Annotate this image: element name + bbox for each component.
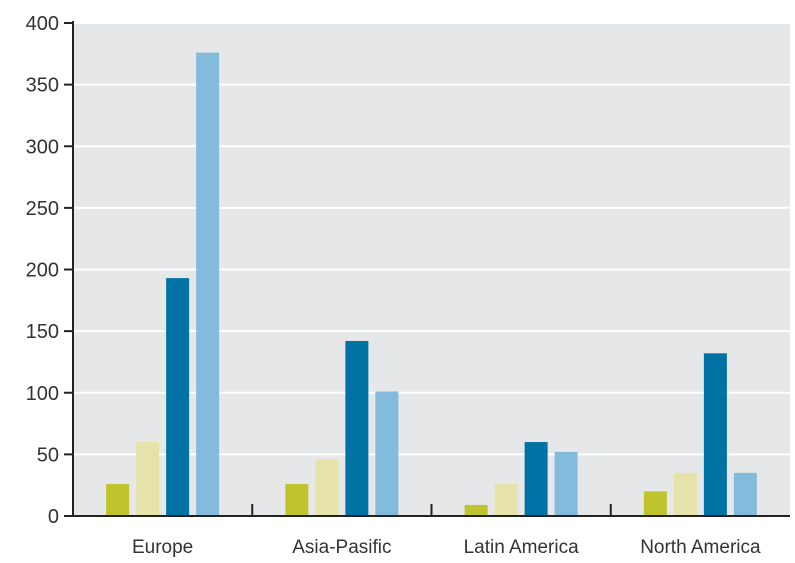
bar-4-europe: [196, 52, 220, 516]
x-tick-labels: Europe Asia-Pasific Latin America North Ame…: [132, 537, 761, 558]
bar-3-europe: [166, 278, 190, 516]
bar-2-north-america: [673, 472, 697, 516]
x-tick-label: Asia-Pasific: [292, 537, 391, 558]
bar-3-north-america: [703, 353, 727, 516]
y-tick-label: 400: [26, 13, 59, 35]
x-tick-label: Europe: [132, 537, 193, 558]
bar-2-latin-america: [494, 483, 518, 516]
x-tick-label: Latin America: [464, 537, 580, 558]
bar-1-latin-america: [464, 504, 488, 516]
bars: [106, 52, 757, 516]
y-tick-label: 250: [26, 198, 59, 220]
bar-4-asia-pasific: [375, 391, 399, 516]
bar-1-north-america: [643, 491, 667, 516]
y-tick-label: 200: [26, 260, 59, 282]
bar-4-north-america: [733, 472, 757, 516]
bar-2-europe: [136, 442, 160, 516]
axes: [64, 21, 790, 517]
bar-4-latin-america: [554, 451, 578, 516]
y-tick-label: 100: [26, 383, 59, 405]
y-tick-label: 50: [37, 444, 59, 466]
y-tick-label: 300: [26, 136, 59, 158]
bar-3-asia-pasific: [345, 340, 369, 516]
y-tick-labels: 0 50 100 150 200 250 300 350 400: [26, 13, 59, 528]
y-tick-label: 150: [26, 321, 59, 343]
gridlines: [73, 22, 790, 456]
bar-3-latin-america: [524, 442, 548, 516]
y-tick-label: 0: [48, 506, 59, 528]
bar-1-asia-pasific: [285, 483, 309, 516]
x-tick-label: North America: [640, 537, 761, 558]
bar-1-europe: [106, 483, 130, 516]
y-tick-label: 350: [26, 75, 59, 97]
bar-2-asia-pasific: [315, 459, 339, 516]
